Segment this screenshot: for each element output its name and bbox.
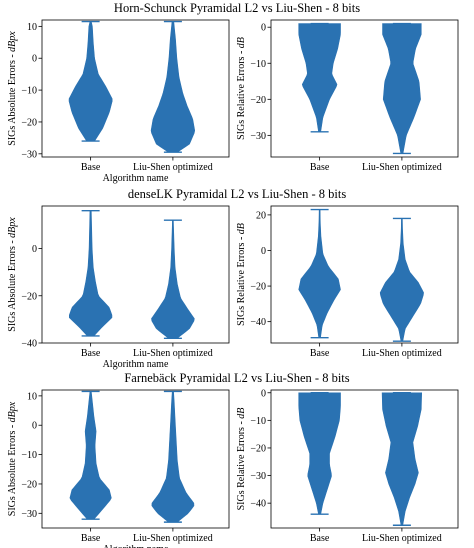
axes-frame (270, 19, 459, 158)
y-axis-label: SIGs Absolute Errors - dBpx (7, 401, 18, 516)
y-tick-label: −10 (21, 86, 37, 97)
y-axis-label: SIGs Relative Errors - dB (236, 408, 247, 511)
x-tick-label: Liu-Shen optimized (133, 162, 213, 173)
y-tick-label: −30 (21, 149, 37, 160)
x-tick-label: Base (81, 162, 101, 173)
y-tick-label: 0 (32, 421, 37, 432)
row-1-title: Horn-Schunck Pyramidal L2 vs Liu-Shen - … (114, 1, 360, 15)
x-axis-label: Algorithm name (103, 173, 169, 184)
y-tick-label: −30 (250, 131, 266, 142)
y-tick-label: −20 (250, 95, 266, 106)
panel-2-1: 0 −10 −20 −30 −40 Base Liu-Shen optimized SIGs … (236, 388, 459, 544)
y-tick-label: 0 (261, 246, 266, 257)
x-tick-label: Liu-Shen optimized (362, 162, 442, 173)
y-axis-label: SIGs Relative Errors - dB (236, 223, 247, 326)
y-tick-label: −30 (21, 509, 37, 520)
y-tick-label: −10 (250, 59, 266, 70)
axes-frame (41, 19, 230, 158)
y-tick-label: −30 (250, 471, 266, 482)
y-tick-label: 0 (261, 23, 266, 34)
y-tick-label: −20 (250, 282, 266, 293)
x-axis-label: Algorithm name (103, 359, 169, 370)
x-axis-label: Algorithm name (103, 544, 169, 548)
x-tick-label: Base (310, 162, 330, 173)
x-tick-label: Base (310, 348, 330, 359)
axes-frame (41, 205, 230, 344)
y-tick-label: 20 (256, 210, 266, 221)
x-tick-label: Base (81, 348, 101, 359)
y-axis-label: SIGs Absolute Errors - dBpx (7, 31, 18, 146)
y-tick-label: 10 (27, 22, 37, 33)
y-tick-label: 0 (32, 54, 37, 65)
y-tick-label: −40 (21, 339, 37, 350)
row-3-title: Farnebäck Pyramidal L2 vs Liu-Shen - 8 b… (124, 371, 349, 385)
panel-2-0: 10 0 −10 −20 −30 Base Liu-Shen optimizedAlgori… (7, 389, 230, 548)
y-tick-label: −40 (250, 499, 266, 510)
row-2-title: denseLK Pyramidal L2 vs Liu-Shen - 8 bit… (128, 187, 347, 201)
axes-frame (270, 389, 459, 529)
y-tick-label: −10 (21, 450, 37, 461)
axes-frame (41, 389, 230, 529)
panel-0-0: 10 0 −10 −20 −30 Base Liu-Shen optimizedAlgori… (7, 19, 230, 184)
axes-frame (270, 205, 459, 344)
y-tick-label: −10 (250, 416, 266, 427)
x-tick-label: Liu-Shen optimized (362, 533, 442, 544)
y-axis-label: SIGs Relative Errors - dB (236, 37, 247, 140)
y-tick-label: −20 (21, 479, 37, 490)
x-tick-label: Liu-Shen optimized (133, 348, 213, 359)
x-tick-label: Base (81, 533, 101, 544)
x-tick-label: Liu-Shen optimized (133, 533, 213, 544)
panel-1-1: 20 0 −20 −40 Base Liu-Shen optimized SIGs Rela… (236, 205, 459, 359)
y-tick-label: −20 (21, 117, 37, 128)
y-tick-label: 0 (32, 244, 37, 255)
x-tick-label: Liu-Shen optimized (362, 348, 442, 359)
y-axis-label: SIGs Absolute Errors - dBpx (7, 217, 18, 332)
x-tick-label: Base (310, 533, 330, 544)
panel-0-1: 0 −10 −20 −30 Base Liu-Shen optimized SIGs Rel… (236, 19, 459, 173)
y-tick-label: −20 (21, 291, 37, 302)
y-tick-label: 10 (27, 391, 37, 402)
y-tick-label: 0 (261, 388, 266, 399)
y-tick-label: −40 (250, 317, 266, 328)
y-tick-label: −20 (250, 443, 266, 454)
